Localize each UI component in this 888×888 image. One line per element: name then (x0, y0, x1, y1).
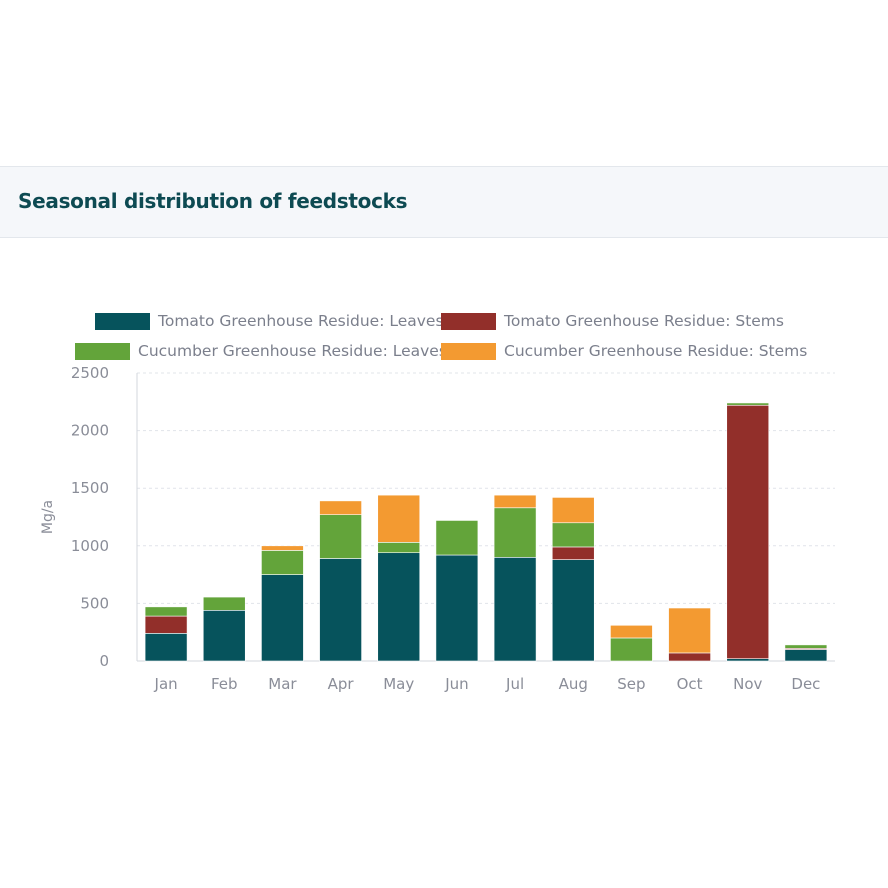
y-tick-label: 2000 (71, 422, 109, 440)
x-tick-label: Sep (617, 675, 645, 693)
bar-segment[interactable] (202, 610, 246, 662)
y-axis-label: Mg/a (40, 500, 56, 534)
bar-segment[interactable] (551, 546, 595, 560)
x-tick-label: Oct (677, 675, 703, 693)
bar-segment[interactable] (377, 494, 421, 543)
y-axis: 0 500 1000 1500 2000 2500 (71, 364, 109, 670)
legend-item[interactable]: Cucumber Greenhouse Residue: Leaves (75, 342, 447, 360)
legend-swatch (95, 313, 150, 330)
bar-segment[interactable] (668, 652, 711, 662)
legend-swatch (441, 313, 496, 330)
legend-swatch (75, 343, 130, 360)
bar-segment[interactable] (610, 624, 653, 639)
legend-item[interactable]: Tomato Greenhouse Residue: Stems (441, 312, 784, 330)
x-tick-label: Jan (154, 675, 178, 693)
x-tick-label: May (383, 675, 414, 693)
legend-label: Tomato Greenhouse Residue: Stems (503, 312, 784, 330)
legend-label: Cucumber Greenhouse Residue: Leaves (138, 342, 447, 360)
x-tick-label: Jun (444, 675, 468, 693)
chart-grid (136, 372, 835, 662)
bar-segment[interactable] (261, 550, 304, 575)
x-tick-label: Nov (733, 675, 762, 693)
stacked-bar-chart: Tomato Greenhouse Residue: Leaves Tomato … (40, 312, 835, 693)
bar-segment[interactable] (668, 607, 711, 654)
bar-segment[interactable] (551, 559, 595, 662)
x-axis: Jan Feb Mar Apr May Jun Jul Aug Sep Oct Nov Dec (154, 675, 821, 693)
x-tick-label: Aug (559, 675, 588, 693)
legend-swatch (441, 343, 496, 360)
x-tick-label: Jul (505, 675, 524, 693)
bar-segment[interactable] (493, 557, 537, 662)
bar-segment[interactable] (493, 507, 537, 558)
chart-legend: Tomato Greenhouse Residue: Leaves Tomato … (75, 312, 807, 360)
bar-segment[interactable] (493, 494, 537, 509)
y-tick-label: 2500 (71, 364, 109, 382)
y-tick-label: 0 (99, 652, 109, 670)
panel-title: Seasonal distribution of feedstocks (18, 189, 408, 213)
bar-segment[interactable] (261, 545, 304, 551)
y-tick-label: 1000 (71, 537, 109, 555)
bar-segment[interactable] (144, 633, 188, 662)
bar-segment[interactable] (551, 522, 595, 548)
y-tick-label: 1500 (71, 479, 109, 497)
bar-segment[interactable] (144, 606, 188, 617)
bar-segment[interactable] (435, 520, 479, 556)
panel-header: Seasonal distribution of feedstocks (0, 166, 888, 238)
bar-segment[interactable] (784, 644, 828, 649)
legend-item[interactable]: Tomato Greenhouse Residue: Leaves (95, 312, 444, 330)
bar-segment[interactable] (784, 649, 828, 662)
x-tick-label: Feb (211, 675, 238, 693)
x-tick-label: Mar (268, 675, 297, 693)
legend-label: Cucumber Greenhouse Residue: Stems (504, 342, 807, 360)
bar-segment[interactable] (319, 500, 362, 515)
bar-segment[interactable] (261, 574, 304, 662)
bar-segment[interactable] (377, 552, 421, 662)
bar-segment[interactable] (202, 596, 246, 611)
bar-segment[interactable] (610, 637, 653, 662)
legend-item[interactable]: Cucumber Greenhouse Residue: Stems (441, 342, 807, 360)
y-tick-label: 500 (80, 594, 109, 612)
chart-bars (144, 402, 828, 662)
x-tick-label: Dec (791, 675, 820, 693)
bar-segment[interactable] (435, 554, 479, 662)
bar-segment[interactable] (726, 402, 770, 406)
legend-label: Tomato Greenhouse Residue: Leaves (157, 312, 444, 330)
bar-segment[interactable] (377, 542, 421, 554)
bar-segment[interactable] (551, 497, 595, 524)
bar-segment[interactable] (726, 404, 770, 659)
x-tick-label: Apr (328, 675, 355, 693)
bar-segment[interactable] (319, 514, 362, 559)
bar-segment[interactable] (319, 558, 362, 662)
bar-segment[interactable] (726, 658, 770, 662)
bar-segment[interactable] (144, 615, 188, 634)
